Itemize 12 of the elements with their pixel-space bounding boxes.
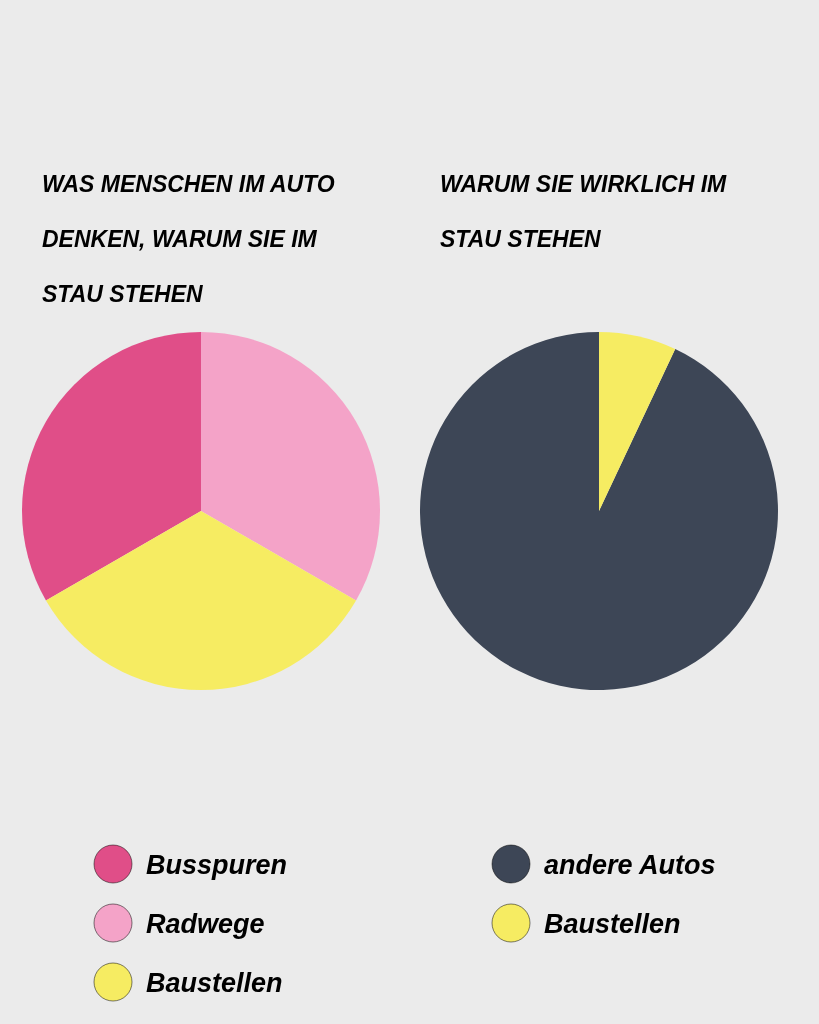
chart-title: WAS MENSCHEN IM AUTO DENKEN, WARUM SIE IM STAU STEHEN — [42, 171, 335, 307]
legend-label: Busspuren — [146, 850, 288, 880]
legend-label: Baustellen — [544, 909, 681, 939]
legend-label: Baustellen — [146, 968, 283, 998]
pie-slice — [45, 511, 357, 690]
legend-label: andere Autos — [544, 850, 716, 880]
pie-slice — [599, 332, 676, 511]
pie-slice — [420, 332, 778, 690]
pie-slice — [201, 332, 380, 601]
legend-label: Radwege — [146, 909, 265, 939]
chart-title: WARUM SIE WIRKLICH IM STAU STEHEN — [440, 171, 727, 252]
pie-slice — [22, 332, 201, 601]
